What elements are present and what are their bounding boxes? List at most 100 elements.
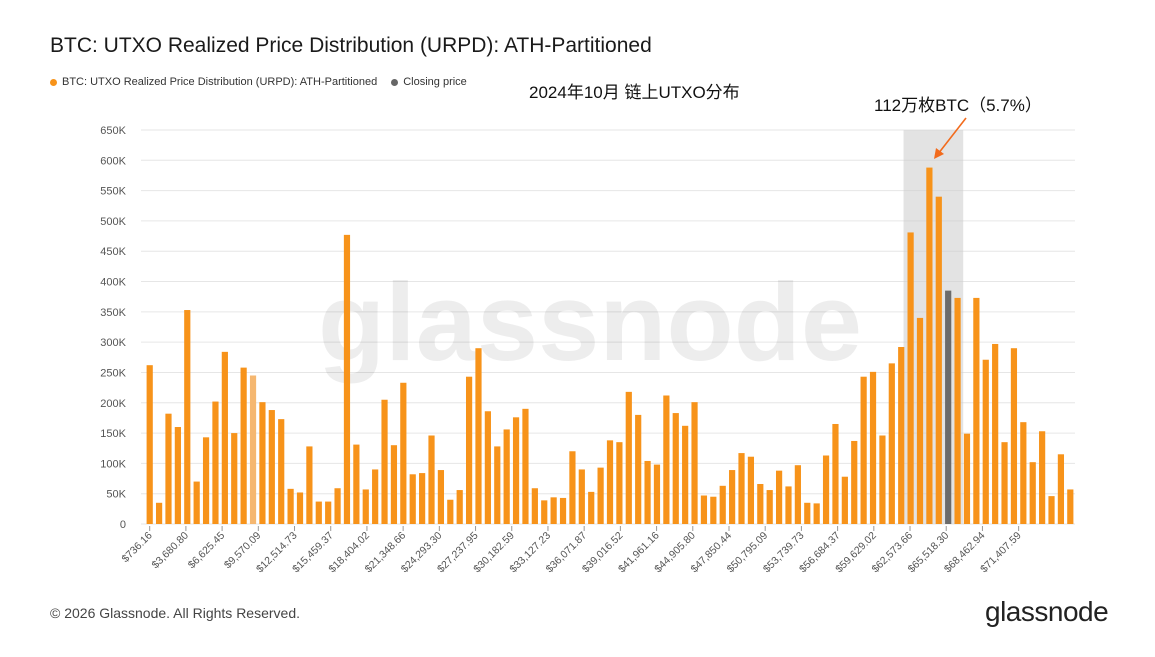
urpd-bar[interactable] xyxy=(663,395,670,524)
urpd-bar[interactable] xyxy=(822,455,830,524)
urpd-bar[interactable] xyxy=(672,413,679,524)
urpd-bar[interactable] xyxy=(766,490,773,524)
urpd-bar[interactable] xyxy=(381,399,388,524)
urpd-bar[interactable] xyxy=(860,376,867,524)
urpd-bar[interactable] xyxy=(334,488,341,524)
urpd-bar[interactable] xyxy=(973,297,980,524)
urpd-bar[interactable] xyxy=(794,465,801,524)
urpd-bar[interactable] xyxy=(785,486,792,524)
urpd-bar[interactable] xyxy=(400,382,407,524)
urpd-bar[interactable] xyxy=(729,470,736,524)
urpd-bar[interactable] xyxy=(954,297,961,524)
urpd-bar[interactable] xyxy=(296,492,304,524)
urpd-bar[interactable] xyxy=(390,445,398,524)
urpd-bar[interactable] xyxy=(456,490,463,524)
urpd-bar[interactable] xyxy=(757,483,764,524)
urpd-bar[interactable] xyxy=(362,489,369,524)
urpd-bar[interactable] xyxy=(841,476,848,524)
urpd-bar[interactable] xyxy=(174,427,181,524)
urpd-bar[interactable] xyxy=(475,348,482,524)
urpd-bar[interactable] xyxy=(259,402,266,524)
urpd-bar[interactable] xyxy=(343,234,351,524)
urpd-bar[interactable] xyxy=(625,391,632,524)
urpd-bar[interactable] xyxy=(447,499,454,524)
urpd-bar[interactable] xyxy=(559,497,567,524)
urpd-bar[interactable] xyxy=(616,442,623,524)
urpd-bar[interactable] xyxy=(146,365,153,524)
urpd-bar[interactable] xyxy=(512,417,520,524)
urpd-bar[interactable] xyxy=(372,469,379,524)
urpd-bar[interactable] xyxy=(813,503,820,524)
urpd-bar[interactable] xyxy=(287,488,294,524)
urpd-bar[interactable] xyxy=(437,470,445,524)
urpd-bar[interactable] xyxy=(738,453,745,524)
urpd-bar[interactable] xyxy=(710,496,717,524)
urpd-bar[interactable] xyxy=(550,497,557,524)
urpd-bar[interactable] xyxy=(635,414,642,524)
urpd-bar[interactable] xyxy=(212,401,219,524)
urpd-bar[interactable] xyxy=(644,460,651,524)
urpd-bar[interactable] xyxy=(804,502,811,524)
urpd-bar[interactable] xyxy=(588,491,595,524)
urpd-bar[interactable] xyxy=(653,464,661,524)
urpd-bar[interactable] xyxy=(268,410,275,524)
urpd-bar[interactable] xyxy=(832,423,839,524)
urpd-bar[interactable] xyxy=(916,317,924,524)
urpd-bar[interactable] xyxy=(278,419,285,524)
urpd-bar[interactable] xyxy=(1020,422,1027,524)
urpd-bar[interactable] xyxy=(700,495,708,524)
urpd-bar[interactable] xyxy=(926,167,933,524)
urpd-bar[interactable] xyxy=(221,351,228,524)
urpd-bar[interactable] xyxy=(597,467,604,524)
urpd-bar[interactable] xyxy=(606,440,614,524)
urpd-bar[interactable] xyxy=(888,363,895,524)
closing-price-bar[interactable] xyxy=(945,290,952,524)
urpd-bar[interactable] xyxy=(1048,496,1055,524)
urpd-bar[interactable] xyxy=(541,500,548,524)
urpd-bar[interactable] xyxy=(682,425,689,524)
urpd-bar[interactable] xyxy=(775,470,783,524)
urpd-bar[interactable] xyxy=(353,444,360,524)
urpd-bar[interactable] xyxy=(428,435,435,524)
urpd-bar[interactable] xyxy=(719,485,726,524)
urpd-bar[interactable] xyxy=(165,413,172,524)
urpd-bar[interactable] xyxy=(155,502,163,524)
urpd-bar[interactable] xyxy=(325,501,332,524)
urpd-bar[interactable] xyxy=(992,343,999,524)
urpd-bar[interactable] xyxy=(193,481,200,524)
urpd-bar[interactable] xyxy=(1001,442,1008,524)
urpd-bar[interactable] xyxy=(419,473,426,524)
urpd-bar[interactable] xyxy=(465,376,473,524)
urpd-bar[interactable] xyxy=(240,367,247,524)
urpd-bar[interactable] xyxy=(982,359,989,524)
urpd-bar[interactable] xyxy=(306,446,313,524)
urpd-bar[interactable] xyxy=(184,310,191,524)
urpd-bar[interactable] xyxy=(879,435,886,524)
urpd-bar[interactable] xyxy=(851,440,858,524)
urpd-bar[interactable] xyxy=(963,433,971,524)
urpd-bar[interactable] xyxy=(249,375,257,524)
urpd-bar[interactable] xyxy=(522,408,529,524)
urpd-bar[interactable] xyxy=(747,456,755,524)
urpd-bar[interactable] xyxy=(1029,462,1036,524)
urpd-bar[interactable] xyxy=(869,371,877,524)
urpd-bar[interactable] xyxy=(1067,489,1074,524)
urpd-bar[interactable] xyxy=(1057,454,1065,524)
urpd-bar[interactable] xyxy=(907,232,914,524)
urpd-bar[interactable] xyxy=(531,488,538,524)
legend-item-closing-price[interactable]: Closing price xyxy=(391,76,467,88)
urpd-bar[interactable] xyxy=(569,451,576,524)
urpd-bar[interactable] xyxy=(935,196,942,524)
urpd-bar[interactable] xyxy=(202,437,210,524)
urpd-bar[interactable] xyxy=(503,429,510,524)
legend-item-urpd[interactable]: BTC: UTXO Realized Price Distribution (U… xyxy=(50,76,377,88)
urpd-bar[interactable] xyxy=(578,469,585,524)
urpd-bar[interactable] xyxy=(484,411,491,524)
urpd-bar[interactable] xyxy=(231,433,238,524)
urpd-bar[interactable] xyxy=(1010,348,1018,524)
urpd-bar[interactable] xyxy=(494,446,501,524)
urpd-bar[interactable] xyxy=(691,402,698,524)
urpd-bar[interactable] xyxy=(898,347,905,524)
urpd-bar[interactable] xyxy=(315,501,322,524)
urpd-bar[interactable] xyxy=(409,474,416,524)
